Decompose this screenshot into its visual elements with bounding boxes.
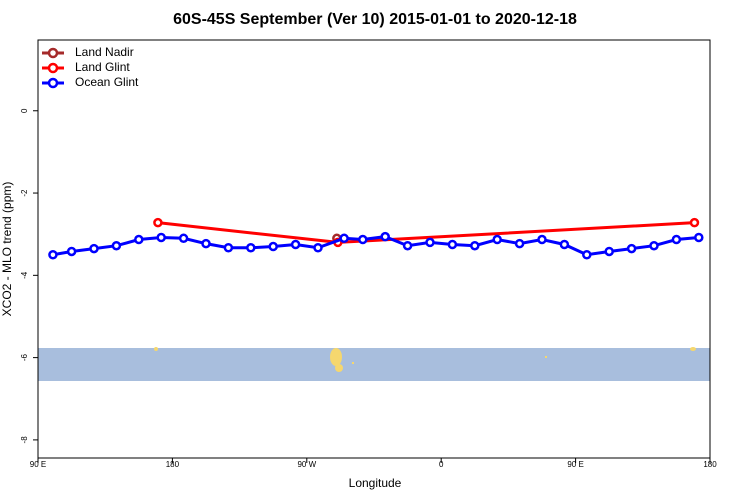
- point: [492, 234, 502, 245]
- point: [339, 233, 349, 244]
- point: [671, 234, 682, 245]
- x-tick-label: 90 E: [567, 460, 583, 469]
- y-tick-label: -2: [20, 189, 29, 197]
- point: [537, 234, 547, 245]
- point: [268, 241, 278, 252]
- legend-label: Land Glint: [75, 60, 130, 74]
- chart-title: 60S-45S September (Ver 10) 2015-01-01 to…: [173, 11, 577, 28]
- x-axis-label: Longitude: [349, 476, 402, 490]
- x-tick-label: 180: [166, 460, 180, 469]
- legend-label: Ocean Glint: [75, 75, 139, 89]
- plot-frame: [37, 39, 711, 459]
- x-tick-label: 0: [439, 460, 444, 469]
- point: [694, 232, 704, 243]
- y-tick-label: 0: [20, 108, 29, 113]
- legend-marker: [47, 62, 59, 74]
- point: [447, 239, 458, 250]
- point: [559, 239, 570, 250]
- y-tick-label: -6: [20, 354, 29, 362]
- y-axis-label: XCO2 - MLO trend (ppm): [0, 182, 14, 317]
- point: [246, 243, 256, 253]
- point: [290, 239, 301, 250]
- point: [514, 238, 525, 249]
- point: [156, 232, 166, 243]
- point: [201, 238, 211, 249]
- point: [134, 234, 144, 245]
- x-tick-label: 90 W: [297, 460, 316, 469]
- point: [402, 240, 413, 251]
- point: [425, 237, 435, 248]
- y-tick-label: -8: [20, 436, 29, 444]
- series-line: [157, 221, 695, 244]
- point: [313, 243, 323, 253]
- point: [649, 240, 659, 251]
- x-tick-label: 180: [703, 460, 717, 469]
- point: [89, 243, 99, 254]
- point: [178, 233, 189, 244]
- x-tick-label: 90 E: [30, 460, 46, 469]
- point: [48, 250, 58, 260]
- point: [223, 243, 234, 253]
- legend-marker: [47, 77, 59, 89]
- point: [380, 231, 390, 242]
- map-strip: [38, 347, 710, 381]
- y-tick-label: -4: [20, 271, 29, 279]
- point: [604, 246, 614, 257]
- point: [626, 243, 637, 254]
- point: [689, 217, 700, 228]
- point: [358, 234, 368, 245]
- point: [470, 240, 480, 251]
- point: [582, 250, 592, 260]
- legend-label: Land Nadir: [75, 45, 134, 59]
- legend-marker: [47, 47, 59, 59]
- point: [111, 240, 122, 251]
- point: [153, 217, 163, 228]
- point: [66, 246, 77, 257]
